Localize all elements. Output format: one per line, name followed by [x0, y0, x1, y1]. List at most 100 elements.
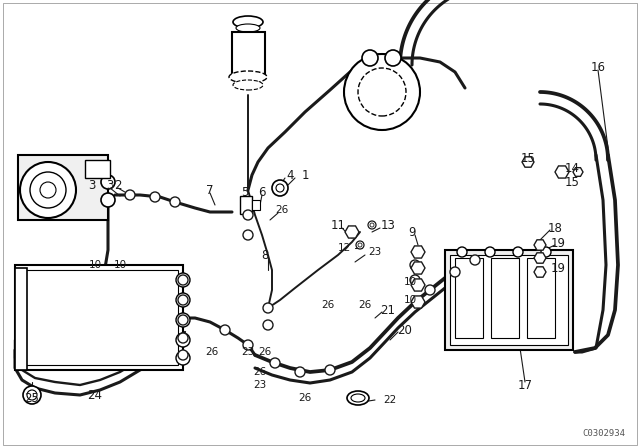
- Text: 26: 26: [321, 300, 335, 310]
- Circle shape: [20, 162, 76, 218]
- Text: 22: 22: [383, 395, 397, 405]
- Circle shape: [220, 325, 230, 335]
- Text: 1: 1: [301, 168, 308, 181]
- Circle shape: [176, 273, 190, 287]
- Circle shape: [270, 358, 280, 368]
- Circle shape: [485, 247, 495, 257]
- Ellipse shape: [351, 394, 365, 402]
- Polygon shape: [411, 279, 425, 291]
- Circle shape: [362, 50, 378, 66]
- Bar: [20, 270, 178, 365]
- Circle shape: [385, 50, 401, 66]
- Polygon shape: [534, 253, 546, 263]
- Text: C0302934: C0302934: [582, 429, 625, 438]
- Bar: [252, 200, 260, 210]
- Circle shape: [178, 350, 188, 360]
- Circle shape: [176, 293, 190, 307]
- Circle shape: [356, 241, 364, 249]
- Polygon shape: [345, 226, 359, 238]
- Text: 9: 9: [408, 225, 416, 238]
- Circle shape: [368, 221, 376, 229]
- Polygon shape: [411, 246, 425, 258]
- Text: 4: 4: [286, 168, 294, 181]
- Bar: [15, 268, 27, 370]
- Text: 11: 11: [330, 219, 346, 232]
- Bar: [232, 32, 265, 77]
- Bar: [85, 160, 110, 178]
- Ellipse shape: [236, 24, 260, 32]
- Circle shape: [125, 190, 135, 200]
- Circle shape: [176, 351, 190, 365]
- Circle shape: [101, 193, 115, 207]
- Text: 23: 23: [369, 247, 381, 257]
- Circle shape: [178, 333, 188, 343]
- Circle shape: [272, 180, 288, 196]
- Circle shape: [410, 260, 420, 270]
- Text: 8: 8: [261, 249, 269, 262]
- Circle shape: [178, 275, 188, 285]
- Ellipse shape: [233, 80, 263, 90]
- Circle shape: [263, 303, 273, 313]
- Circle shape: [457, 247, 467, 257]
- Text: 26: 26: [259, 347, 271, 357]
- Circle shape: [450, 267, 460, 277]
- Text: 16: 16: [591, 60, 605, 73]
- Text: 26: 26: [358, 300, 372, 310]
- Bar: [18, 155, 108, 220]
- Bar: [455, 258, 483, 338]
- Text: 20: 20: [397, 323, 412, 336]
- Ellipse shape: [347, 391, 369, 405]
- Ellipse shape: [229, 71, 267, 83]
- Circle shape: [276, 184, 284, 192]
- Text: 26: 26: [298, 393, 312, 403]
- Text: 3: 3: [106, 178, 114, 191]
- Circle shape: [358, 243, 362, 247]
- Polygon shape: [534, 240, 546, 250]
- Text: 17: 17: [518, 379, 532, 392]
- Bar: [240, 196, 252, 214]
- Text: 14: 14: [564, 161, 579, 175]
- Text: 15: 15: [520, 151, 536, 164]
- Circle shape: [263, 320, 273, 330]
- Bar: [15, 265, 183, 370]
- Text: 19: 19: [550, 237, 566, 250]
- Circle shape: [178, 295, 188, 305]
- Polygon shape: [522, 157, 534, 167]
- Circle shape: [170, 197, 180, 207]
- Circle shape: [425, 285, 435, 295]
- Circle shape: [40, 182, 56, 198]
- Circle shape: [295, 367, 305, 377]
- Circle shape: [513, 247, 523, 257]
- Polygon shape: [573, 168, 583, 177]
- Text: 26: 26: [275, 205, 289, 215]
- Circle shape: [178, 315, 188, 325]
- Circle shape: [325, 365, 335, 375]
- Circle shape: [101, 175, 115, 189]
- Text: 19: 19: [550, 262, 566, 275]
- Circle shape: [243, 230, 253, 240]
- Text: 10: 10: [113, 260, 127, 270]
- Circle shape: [27, 390, 37, 400]
- Text: 5: 5: [241, 185, 249, 198]
- Bar: [450, 255, 568, 345]
- Polygon shape: [534, 267, 546, 277]
- Bar: [491, 258, 519, 338]
- Circle shape: [30, 172, 66, 208]
- Text: 7: 7: [206, 184, 214, 197]
- Bar: [445, 250, 573, 350]
- Text: 23: 23: [241, 347, 255, 357]
- Circle shape: [358, 68, 406, 116]
- Circle shape: [150, 192, 160, 202]
- Bar: [527, 258, 555, 338]
- Text: 24: 24: [88, 388, 102, 401]
- Text: 21: 21: [381, 303, 396, 316]
- Ellipse shape: [233, 16, 263, 28]
- Circle shape: [176, 333, 190, 347]
- Polygon shape: [411, 296, 425, 308]
- Text: 6: 6: [259, 185, 266, 198]
- Text: 26: 26: [205, 347, 219, 357]
- Circle shape: [470, 255, 480, 265]
- Text: 10: 10: [88, 260, 102, 270]
- Circle shape: [176, 313, 190, 327]
- Text: 25: 25: [24, 392, 40, 405]
